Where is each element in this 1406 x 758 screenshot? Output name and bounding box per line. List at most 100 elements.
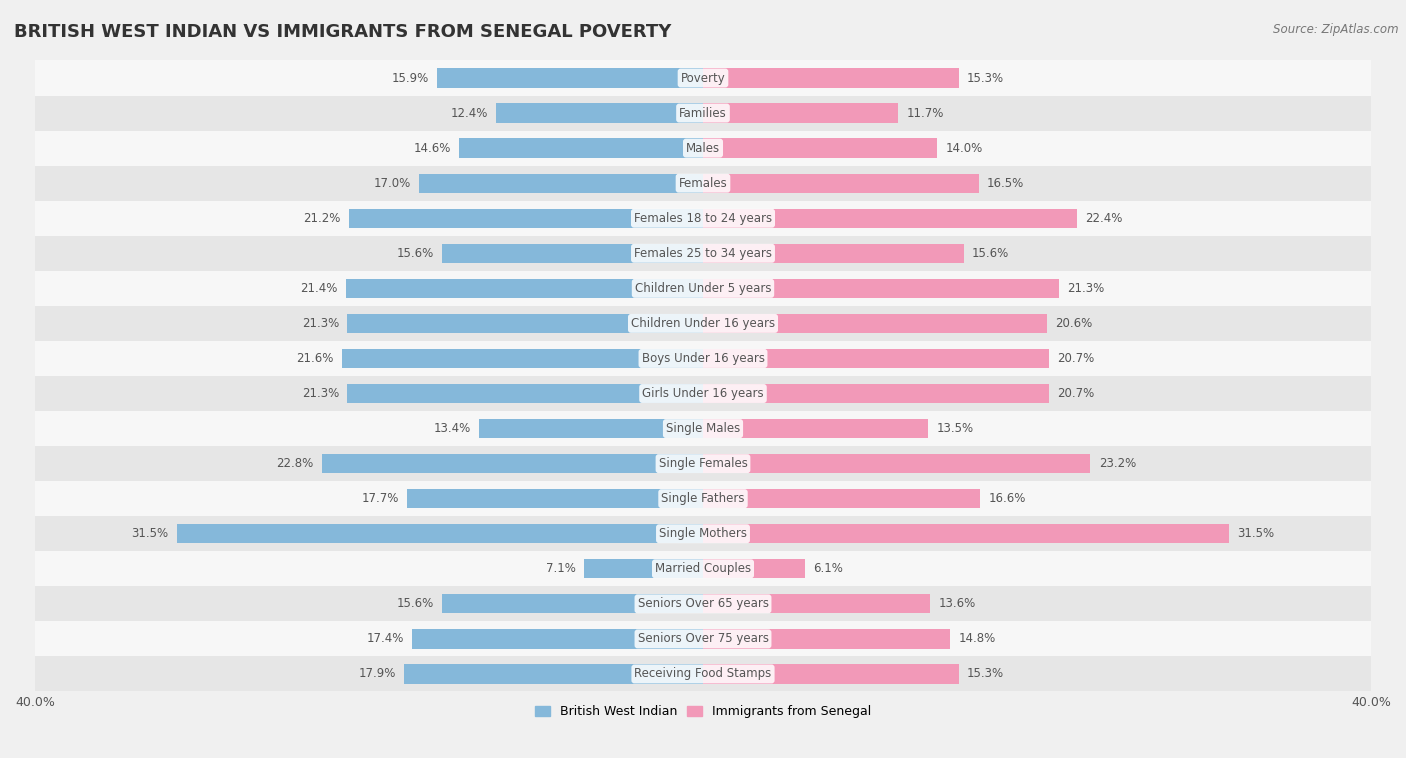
Bar — [35, 516, 1371, 551]
Bar — [35, 376, 1371, 411]
Bar — [703, 384, 1049, 403]
Text: Families: Families — [679, 107, 727, 120]
Bar — [35, 341, 1371, 376]
Bar — [703, 243, 963, 263]
Text: 15.6%: 15.6% — [972, 247, 1010, 260]
Bar — [408, 489, 703, 509]
Text: 21.2%: 21.2% — [304, 211, 340, 224]
Bar — [35, 656, 1371, 691]
Bar — [703, 419, 928, 438]
Text: Source: ZipAtlas.com: Source: ZipAtlas.com — [1274, 23, 1399, 36]
Text: Single Mothers: Single Mothers — [659, 528, 747, 540]
Text: 14.8%: 14.8% — [959, 632, 995, 645]
Text: 31.5%: 31.5% — [131, 528, 169, 540]
Text: Males: Males — [686, 142, 720, 155]
Bar — [35, 61, 1371, 96]
Text: 31.5%: 31.5% — [1237, 528, 1275, 540]
Bar — [703, 139, 936, 158]
Bar — [703, 559, 804, 578]
Text: 22.8%: 22.8% — [277, 457, 314, 470]
Bar — [35, 411, 1371, 446]
Text: 14.0%: 14.0% — [945, 142, 983, 155]
Bar — [443, 243, 703, 263]
Bar — [35, 446, 1371, 481]
Bar — [460, 139, 703, 158]
Text: 14.6%: 14.6% — [413, 142, 451, 155]
Bar — [349, 208, 703, 228]
Bar — [703, 68, 959, 88]
Text: 17.7%: 17.7% — [361, 492, 399, 505]
Text: 13.6%: 13.6% — [938, 597, 976, 610]
Bar — [347, 384, 703, 403]
Text: Children Under 16 years: Children Under 16 years — [631, 317, 775, 330]
Text: Receiving Food Stamps: Receiving Food Stamps — [634, 668, 772, 681]
Bar — [496, 103, 703, 123]
Text: 17.4%: 17.4% — [367, 632, 404, 645]
Bar — [35, 130, 1371, 166]
Text: 13.5%: 13.5% — [936, 422, 974, 435]
Bar — [35, 201, 1371, 236]
Bar — [412, 629, 703, 649]
Text: Poverty: Poverty — [681, 71, 725, 84]
Bar — [322, 454, 703, 473]
Bar — [703, 208, 1077, 228]
Bar — [35, 236, 1371, 271]
Text: Females 18 to 24 years: Females 18 to 24 years — [634, 211, 772, 224]
Text: Children Under 5 years: Children Under 5 years — [634, 282, 772, 295]
Bar — [703, 489, 980, 509]
Text: Females 25 to 34 years: Females 25 to 34 years — [634, 247, 772, 260]
Text: 13.4%: 13.4% — [433, 422, 471, 435]
Text: 21.6%: 21.6% — [297, 352, 333, 365]
Legend: British West Indian, Immigrants from Senegal: British West Indian, Immigrants from Sen… — [530, 700, 876, 723]
Text: Single Females: Single Females — [658, 457, 748, 470]
Text: 23.2%: 23.2% — [1099, 457, 1136, 470]
Text: Boys Under 16 years: Boys Under 16 years — [641, 352, 765, 365]
Text: Single Males: Single Males — [666, 422, 740, 435]
Bar — [703, 103, 898, 123]
Text: 21.3%: 21.3% — [302, 387, 339, 400]
Bar — [437, 68, 703, 88]
Bar — [177, 524, 703, 543]
Text: Seniors Over 65 years: Seniors Over 65 years — [637, 597, 769, 610]
Text: BRITISH WEST INDIAN VS IMMIGRANTS FROM SENEGAL POVERTY: BRITISH WEST INDIAN VS IMMIGRANTS FROM S… — [14, 23, 672, 41]
Text: 21.4%: 21.4% — [299, 282, 337, 295]
Text: Seniors Over 75 years: Seniors Over 75 years — [637, 632, 769, 645]
Text: 15.3%: 15.3% — [967, 668, 1004, 681]
Text: 17.0%: 17.0% — [374, 177, 411, 190]
Text: 15.6%: 15.6% — [396, 247, 434, 260]
Bar — [703, 279, 1059, 298]
Bar — [35, 587, 1371, 622]
Bar — [35, 306, 1371, 341]
Text: 21.3%: 21.3% — [302, 317, 339, 330]
Bar — [479, 419, 703, 438]
Text: 11.7%: 11.7% — [907, 107, 945, 120]
Text: 15.6%: 15.6% — [396, 597, 434, 610]
Bar — [703, 349, 1049, 368]
Bar — [35, 481, 1371, 516]
Bar — [35, 551, 1371, 587]
Bar — [35, 622, 1371, 656]
Bar — [443, 594, 703, 613]
Bar — [703, 594, 931, 613]
Text: Married Couples: Married Couples — [655, 562, 751, 575]
Bar — [703, 664, 959, 684]
Text: 20.6%: 20.6% — [1056, 317, 1092, 330]
Bar — [585, 559, 703, 578]
Text: 20.7%: 20.7% — [1057, 387, 1094, 400]
Bar — [703, 629, 950, 649]
Text: 21.3%: 21.3% — [1067, 282, 1104, 295]
Bar — [703, 314, 1047, 333]
Text: Single Fathers: Single Fathers — [661, 492, 745, 505]
Text: 16.6%: 16.6% — [988, 492, 1026, 505]
Text: 15.9%: 15.9% — [392, 71, 429, 84]
Bar — [342, 349, 703, 368]
Bar — [35, 166, 1371, 201]
Text: Girls Under 16 years: Girls Under 16 years — [643, 387, 763, 400]
Bar — [404, 664, 703, 684]
Text: 12.4%: 12.4% — [450, 107, 488, 120]
Text: 16.5%: 16.5% — [987, 177, 1024, 190]
Text: 22.4%: 22.4% — [1085, 211, 1123, 224]
Text: Females: Females — [679, 177, 727, 190]
Text: 7.1%: 7.1% — [546, 562, 576, 575]
Bar — [347, 314, 703, 333]
